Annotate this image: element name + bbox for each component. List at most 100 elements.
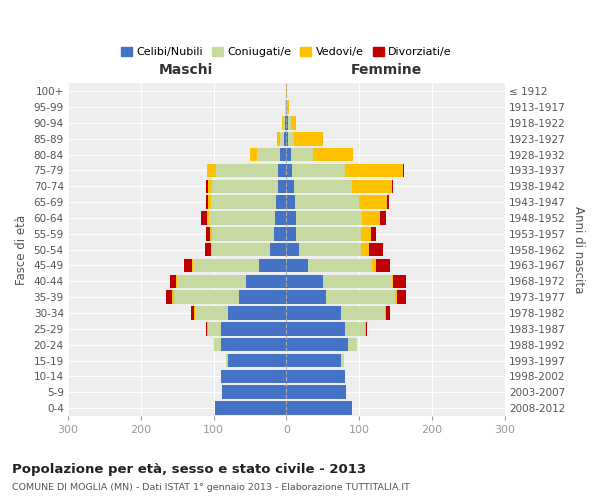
Bar <box>228 354 286 368</box>
Bar <box>376 259 391 272</box>
Bar <box>277 132 280 145</box>
Bar <box>173 290 239 304</box>
Bar <box>296 211 362 224</box>
Bar <box>215 402 286 415</box>
Y-axis label: Anni di nascita: Anni di nascita <box>572 206 585 294</box>
Bar <box>201 211 207 224</box>
Bar <box>295 132 323 145</box>
Bar <box>280 132 284 145</box>
Bar <box>177 274 246 288</box>
Bar <box>361 243 368 256</box>
Y-axis label: Fasce di età: Fasce di età <box>15 214 28 284</box>
Bar <box>286 211 296 224</box>
Bar <box>286 164 292 177</box>
Bar <box>368 243 383 256</box>
Bar <box>228 306 286 320</box>
Bar <box>212 243 270 256</box>
Bar <box>209 211 275 224</box>
Bar <box>206 227 210 240</box>
Legend: Celibi/Nubili, Coniugati/e, Vedovi/e, Divorziati/e: Celibi/Nubili, Coniugati/e, Vedovi/e, Di… <box>116 42 456 62</box>
Bar <box>344 164 403 177</box>
Bar <box>166 290 172 304</box>
Bar <box>284 132 286 145</box>
Bar <box>293 180 352 193</box>
Bar <box>176 274 177 288</box>
Bar <box>286 386 346 399</box>
Bar <box>257 148 280 162</box>
Bar <box>372 259 376 272</box>
Bar <box>286 148 290 162</box>
Bar <box>286 290 326 304</box>
Bar <box>286 100 287 114</box>
Bar <box>282 116 283 130</box>
Bar <box>212 227 274 240</box>
Bar <box>275 211 286 224</box>
Bar <box>170 274 176 288</box>
Bar <box>288 116 290 130</box>
Bar <box>207 322 208 336</box>
Bar <box>348 338 357 351</box>
Bar <box>397 290 406 304</box>
Bar <box>403 164 404 177</box>
Bar <box>283 116 285 130</box>
Bar <box>393 274 406 288</box>
Bar <box>392 274 393 288</box>
Bar <box>286 243 299 256</box>
Bar <box>222 386 286 399</box>
Bar <box>371 227 376 240</box>
Bar <box>226 354 228 368</box>
Bar <box>221 370 286 383</box>
Bar <box>221 338 286 351</box>
Bar <box>380 211 386 224</box>
Bar <box>289 132 295 145</box>
Bar <box>286 370 344 383</box>
Bar <box>387 196 389 209</box>
Bar <box>290 148 313 162</box>
Text: Femmine: Femmine <box>351 62 422 76</box>
Bar <box>286 180 293 193</box>
Bar <box>280 148 286 162</box>
Bar <box>292 164 344 177</box>
Bar <box>206 322 207 336</box>
Bar <box>385 306 386 320</box>
Bar <box>286 274 323 288</box>
Bar <box>216 164 278 177</box>
Bar <box>250 148 257 162</box>
Text: Popolazione per età, sesso e stato civile - 2013: Popolazione per età, sesso e stato civil… <box>12 462 366 475</box>
Bar <box>286 259 308 272</box>
Bar <box>352 180 392 193</box>
Bar <box>341 306 385 320</box>
Bar <box>286 227 296 240</box>
Bar <box>205 243 211 256</box>
Bar <box>193 259 259 272</box>
Bar <box>172 290 173 304</box>
Bar <box>210 227 212 240</box>
Bar <box>239 290 286 304</box>
Bar <box>285 116 286 130</box>
Bar <box>386 306 389 320</box>
Bar <box>184 259 191 272</box>
Bar <box>296 227 361 240</box>
Bar <box>194 306 196 320</box>
Bar <box>285 100 286 114</box>
Text: COMUNE DI MOGLIA (MN) - Dati ISTAT 1° gennaio 2013 - Elaborazione TUTTITALIA.IT: COMUNE DI MOGLIA (MN) - Dati ISTAT 1° ge… <box>12 482 410 492</box>
Bar <box>299 243 361 256</box>
Bar <box>359 196 387 209</box>
Bar <box>392 180 393 193</box>
Bar <box>290 116 296 130</box>
Bar <box>191 259 193 272</box>
Bar <box>286 132 289 145</box>
Bar <box>344 322 365 336</box>
Text: Maschi: Maschi <box>159 62 213 76</box>
Bar <box>208 196 211 209</box>
Bar <box>278 164 286 177</box>
Bar <box>286 84 287 98</box>
Bar <box>274 227 286 240</box>
Bar <box>278 180 286 193</box>
Bar <box>395 290 397 304</box>
Bar <box>196 306 228 320</box>
Bar <box>206 180 208 193</box>
Bar <box>211 196 276 209</box>
Bar <box>276 196 286 209</box>
Bar <box>308 259 372 272</box>
